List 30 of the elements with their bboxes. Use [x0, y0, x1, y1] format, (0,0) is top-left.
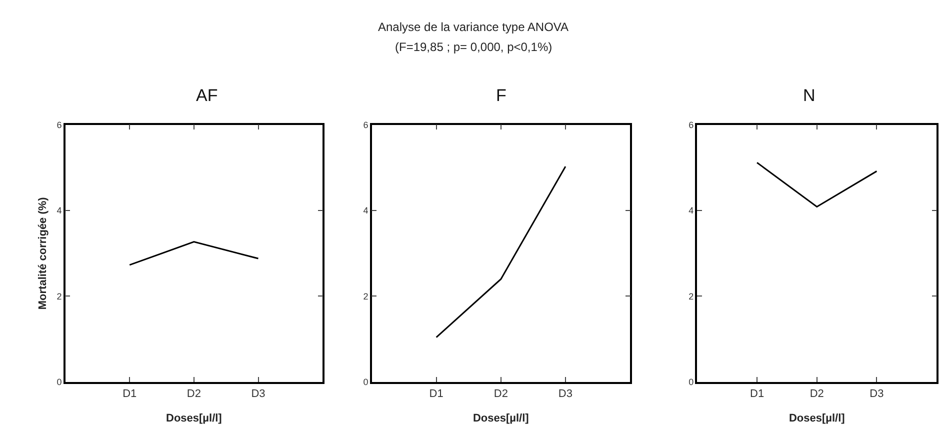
- y-tick-label: 4: [363, 206, 368, 216]
- y-tick-label: 2: [56, 291, 62, 302]
- x-tick-label: D1: [122, 388, 137, 400]
- y-tick-label: 4: [56, 206, 62, 216]
- x-tick-label: D2: [810, 388, 824, 400]
- y-tick-label: 4: [688, 206, 694, 216]
- x-tick-label: D1: [750, 388, 764, 400]
- y-tick-label: 0: [363, 377, 368, 388]
- y-axis-title: Mortalité corrigée (%): [36, 196, 49, 310]
- x-axis-title: Doses[µl/l]: [166, 412, 222, 425]
- chart-title: N: [803, 86, 816, 105]
- x-axis-title: Doses[µl/l]: [472, 412, 530, 425]
- y-tick-label: 6: [56, 120, 62, 130]
- text: Analyse de la variance type ANOVA: [378, 20, 569, 34]
- x-tick-label: D2: [494, 388, 508, 400]
- x-tick-label: D3: [870, 388, 884, 400]
- x-tick-label: D3: [558, 388, 572, 400]
- y-tick-label: 2: [363, 291, 368, 302]
- y-tick-label: 0: [688, 377, 694, 388]
- x-axis-title: Doses[µl/l]: [788, 412, 846, 425]
- y-tick-label: 6: [688, 120, 694, 130]
- text: (F=19,85 ; p= 0,000, p<0,1%): [395, 40, 552, 54]
- x-tick-label: D2: [186, 388, 201, 400]
- y-tick-label: 0: [56, 377, 62, 388]
- y-tick-label: 6: [363, 120, 368, 130]
- y-tick-label: 2: [688, 291, 694, 302]
- x-tick-label: D3: [251, 388, 266, 400]
- chart-title: F: [496, 86, 506, 105]
- chart-title: AF: [196, 86, 218, 105]
- x-tick-label: D1: [429, 388, 444, 400]
